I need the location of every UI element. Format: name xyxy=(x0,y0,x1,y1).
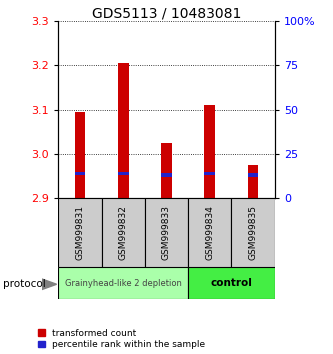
FancyBboxPatch shape xyxy=(188,267,275,299)
Bar xyxy=(161,143,172,198)
Text: GSM999831: GSM999831 xyxy=(75,205,85,260)
Bar xyxy=(248,173,258,177)
FancyBboxPatch shape xyxy=(102,198,145,267)
Bar xyxy=(75,112,85,198)
Text: protocol: protocol xyxy=(3,279,46,289)
FancyBboxPatch shape xyxy=(231,198,275,267)
Text: GSM999832: GSM999832 xyxy=(119,205,128,260)
Legend: transformed count, percentile rank within the sample: transformed count, percentile rank withi… xyxy=(38,329,205,349)
FancyBboxPatch shape xyxy=(145,198,188,267)
Text: GSM999835: GSM999835 xyxy=(248,205,258,260)
Bar xyxy=(248,165,258,198)
Bar xyxy=(204,105,215,198)
Bar xyxy=(161,173,172,177)
Text: Grainyhead-like 2 depletion: Grainyhead-like 2 depletion xyxy=(65,279,181,288)
Bar xyxy=(75,172,85,175)
Bar xyxy=(118,172,129,175)
Text: control: control xyxy=(210,278,252,288)
Bar xyxy=(118,63,129,198)
Polygon shape xyxy=(42,279,57,290)
Text: GSM999834: GSM999834 xyxy=(205,205,214,260)
Bar xyxy=(204,172,215,175)
Text: GSM999833: GSM999833 xyxy=(162,205,171,260)
FancyBboxPatch shape xyxy=(188,198,231,267)
FancyBboxPatch shape xyxy=(58,267,188,299)
Title: GDS5113 / 10483081: GDS5113 / 10483081 xyxy=(92,6,241,20)
FancyBboxPatch shape xyxy=(58,198,102,267)
